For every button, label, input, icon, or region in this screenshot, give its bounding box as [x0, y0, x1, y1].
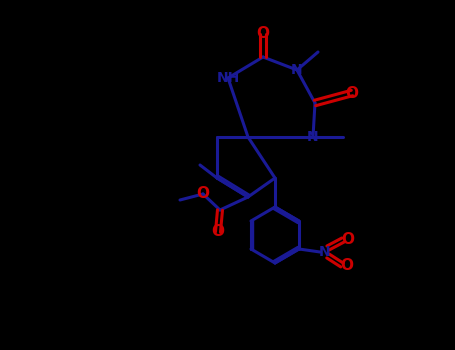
Text: O: O	[212, 224, 224, 239]
Text: N: N	[319, 245, 331, 259]
Text: O: O	[345, 85, 359, 100]
Text: N: N	[291, 63, 303, 77]
Text: O: O	[342, 232, 354, 247]
Text: O: O	[197, 187, 209, 202]
Text: O: O	[340, 258, 354, 273]
Text: NH: NH	[217, 71, 240, 85]
Text: O: O	[257, 27, 269, 42]
Text: N: N	[307, 130, 319, 144]
